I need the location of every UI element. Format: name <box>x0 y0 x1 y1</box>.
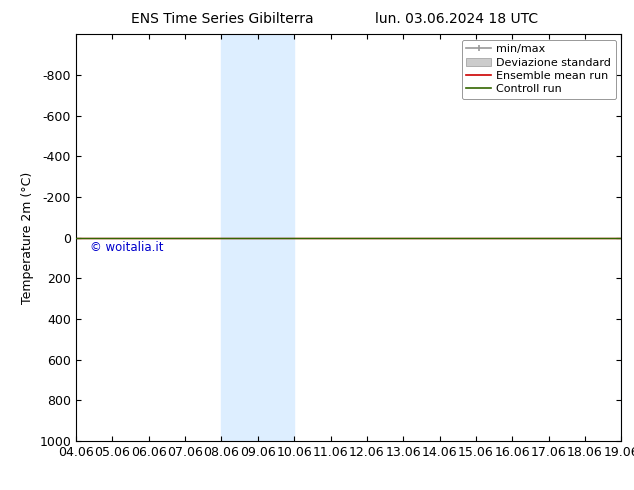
Text: lun. 03.06.2024 18 UTC: lun. 03.06.2024 18 UTC <box>375 12 538 26</box>
Bar <box>621 34 634 441</box>
Legend: min/max, Deviazione standard, Ensemble mean run, Controll run: min/max, Deviazione standard, Ensemble m… <box>462 40 616 99</box>
Text: © woitalia.it: © woitalia.it <box>90 241 163 254</box>
Text: ENS Time Series Gibilterra: ENS Time Series Gibilterra <box>131 12 313 26</box>
Y-axis label: Temperature 2m (°C): Temperature 2m (°C) <box>21 172 34 304</box>
Bar <box>221 34 294 441</box>
